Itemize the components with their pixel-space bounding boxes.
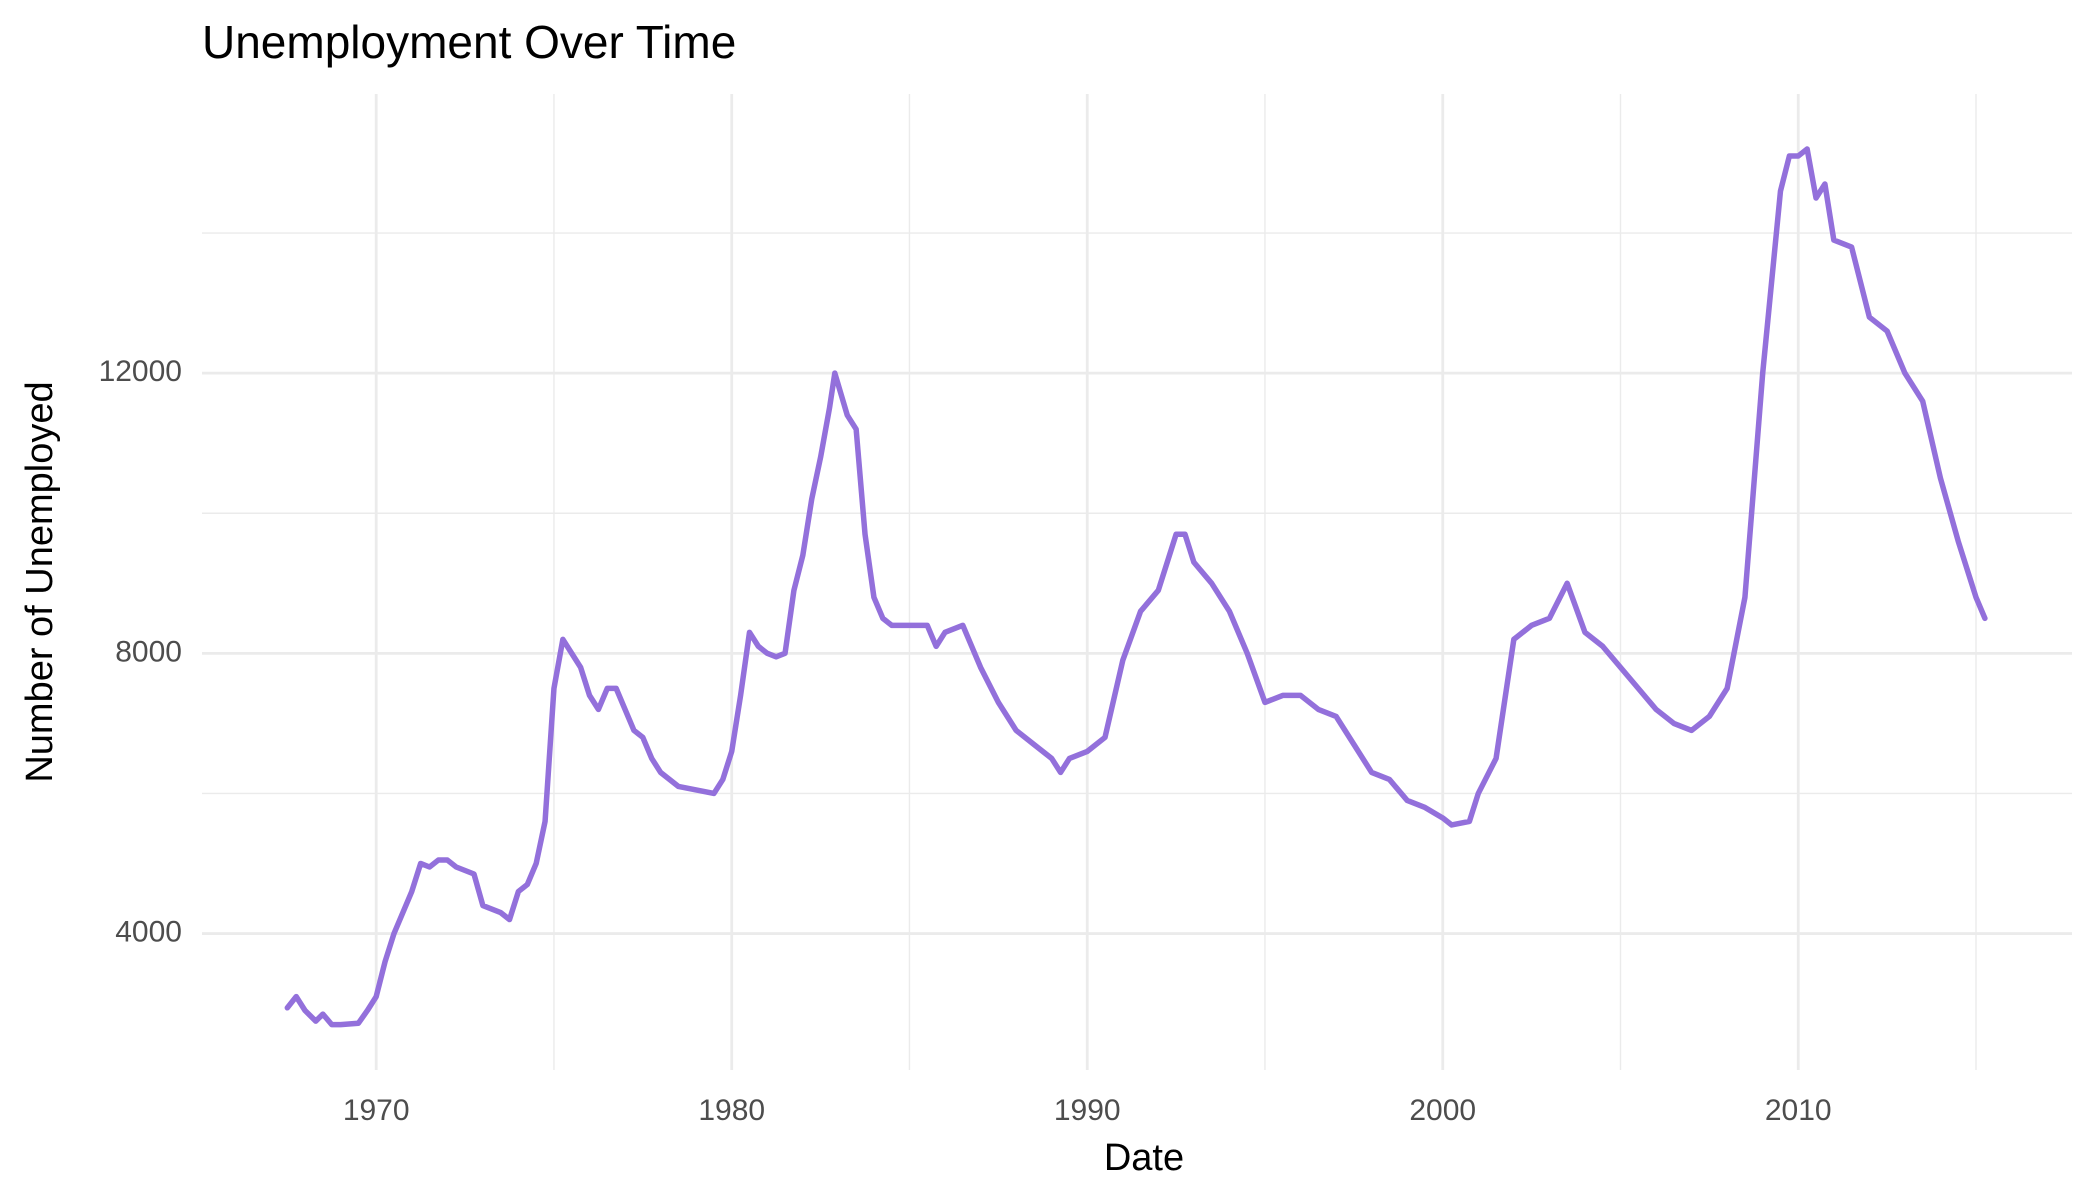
x-tick-label: 1990	[1054, 1094, 1121, 1127]
x-tick-label: 2000	[1409, 1094, 1476, 1127]
y-tick-label: 12000	[99, 355, 182, 388]
y-tick-label: 4000	[115, 915, 182, 948]
x-axis-label: Date	[1104, 1137, 1184, 1179]
data-line	[284, 146, 1988, 1028]
x-tick-label: 1980	[698, 1094, 765, 1127]
y-axis-label: Number of Unemployed	[19, 381, 61, 782]
y-tick-label: 8000	[115, 635, 182, 668]
chart-title: Unemployment Over Time	[202, 16, 736, 68]
x-tick-label: 1970	[343, 1094, 410, 1127]
x-tick-label: 2010	[1765, 1094, 1832, 1127]
